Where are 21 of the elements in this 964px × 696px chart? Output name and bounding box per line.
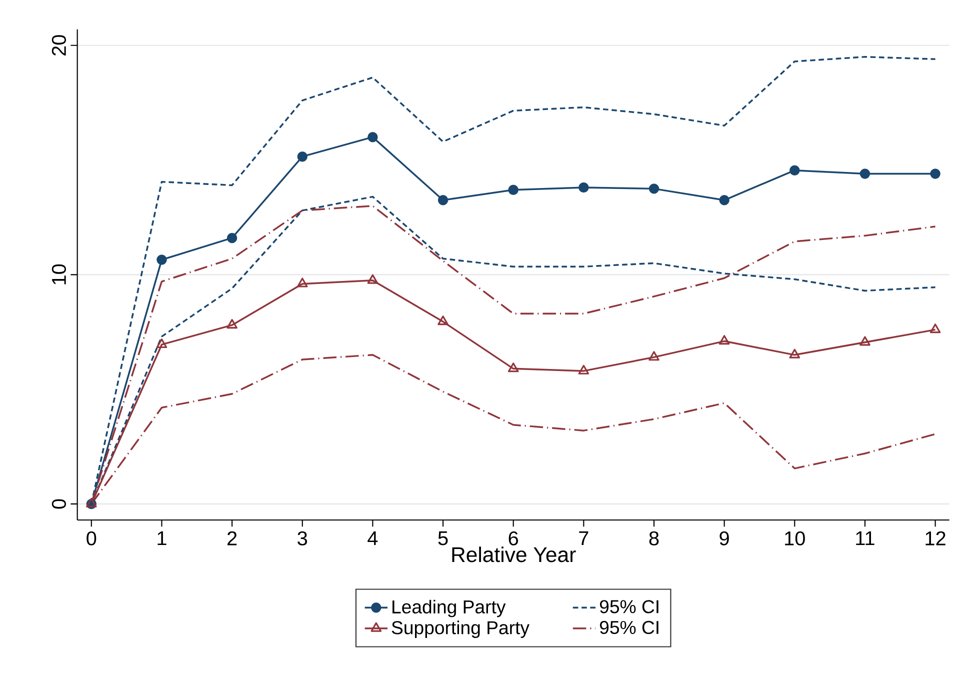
x-tick-label: 2 (228, 531, 237, 546)
legend-label: 95% CI (600, 620, 658, 634)
x-tick-label: 7 (579, 531, 588, 546)
y-tick-label: 0 (52, 499, 66, 509)
x-axis-title: Relative Year (452, 546, 576, 562)
x-tick-label: 5 (438, 531, 448, 546)
x-tick-label: 8 (649, 531, 659, 546)
x-tick-label: 1 (158, 531, 166, 546)
legend-label: Supporting Party (392, 620, 530, 638)
y-tick-label: 20 (52, 35, 66, 56)
y-tick-label: 10 (52, 264, 66, 284)
x-tick-label: 10 (785, 531, 805, 546)
x-tick-label: 9 (720, 531, 729, 546)
legend-label: Leading Party (392, 600, 506, 618)
x-tick-label: 3 (298, 531, 308, 546)
x-tick-label: 12 (926, 531, 946, 546)
x-tick-label: 0 (86, 531, 96, 546)
legend-label: 95% CI (600, 600, 658, 614)
x-tick-label: 11 (856, 531, 874, 546)
x-tick-label: 6 (508, 531, 518, 546)
x-tick-label: 4 (368, 531, 378, 546)
